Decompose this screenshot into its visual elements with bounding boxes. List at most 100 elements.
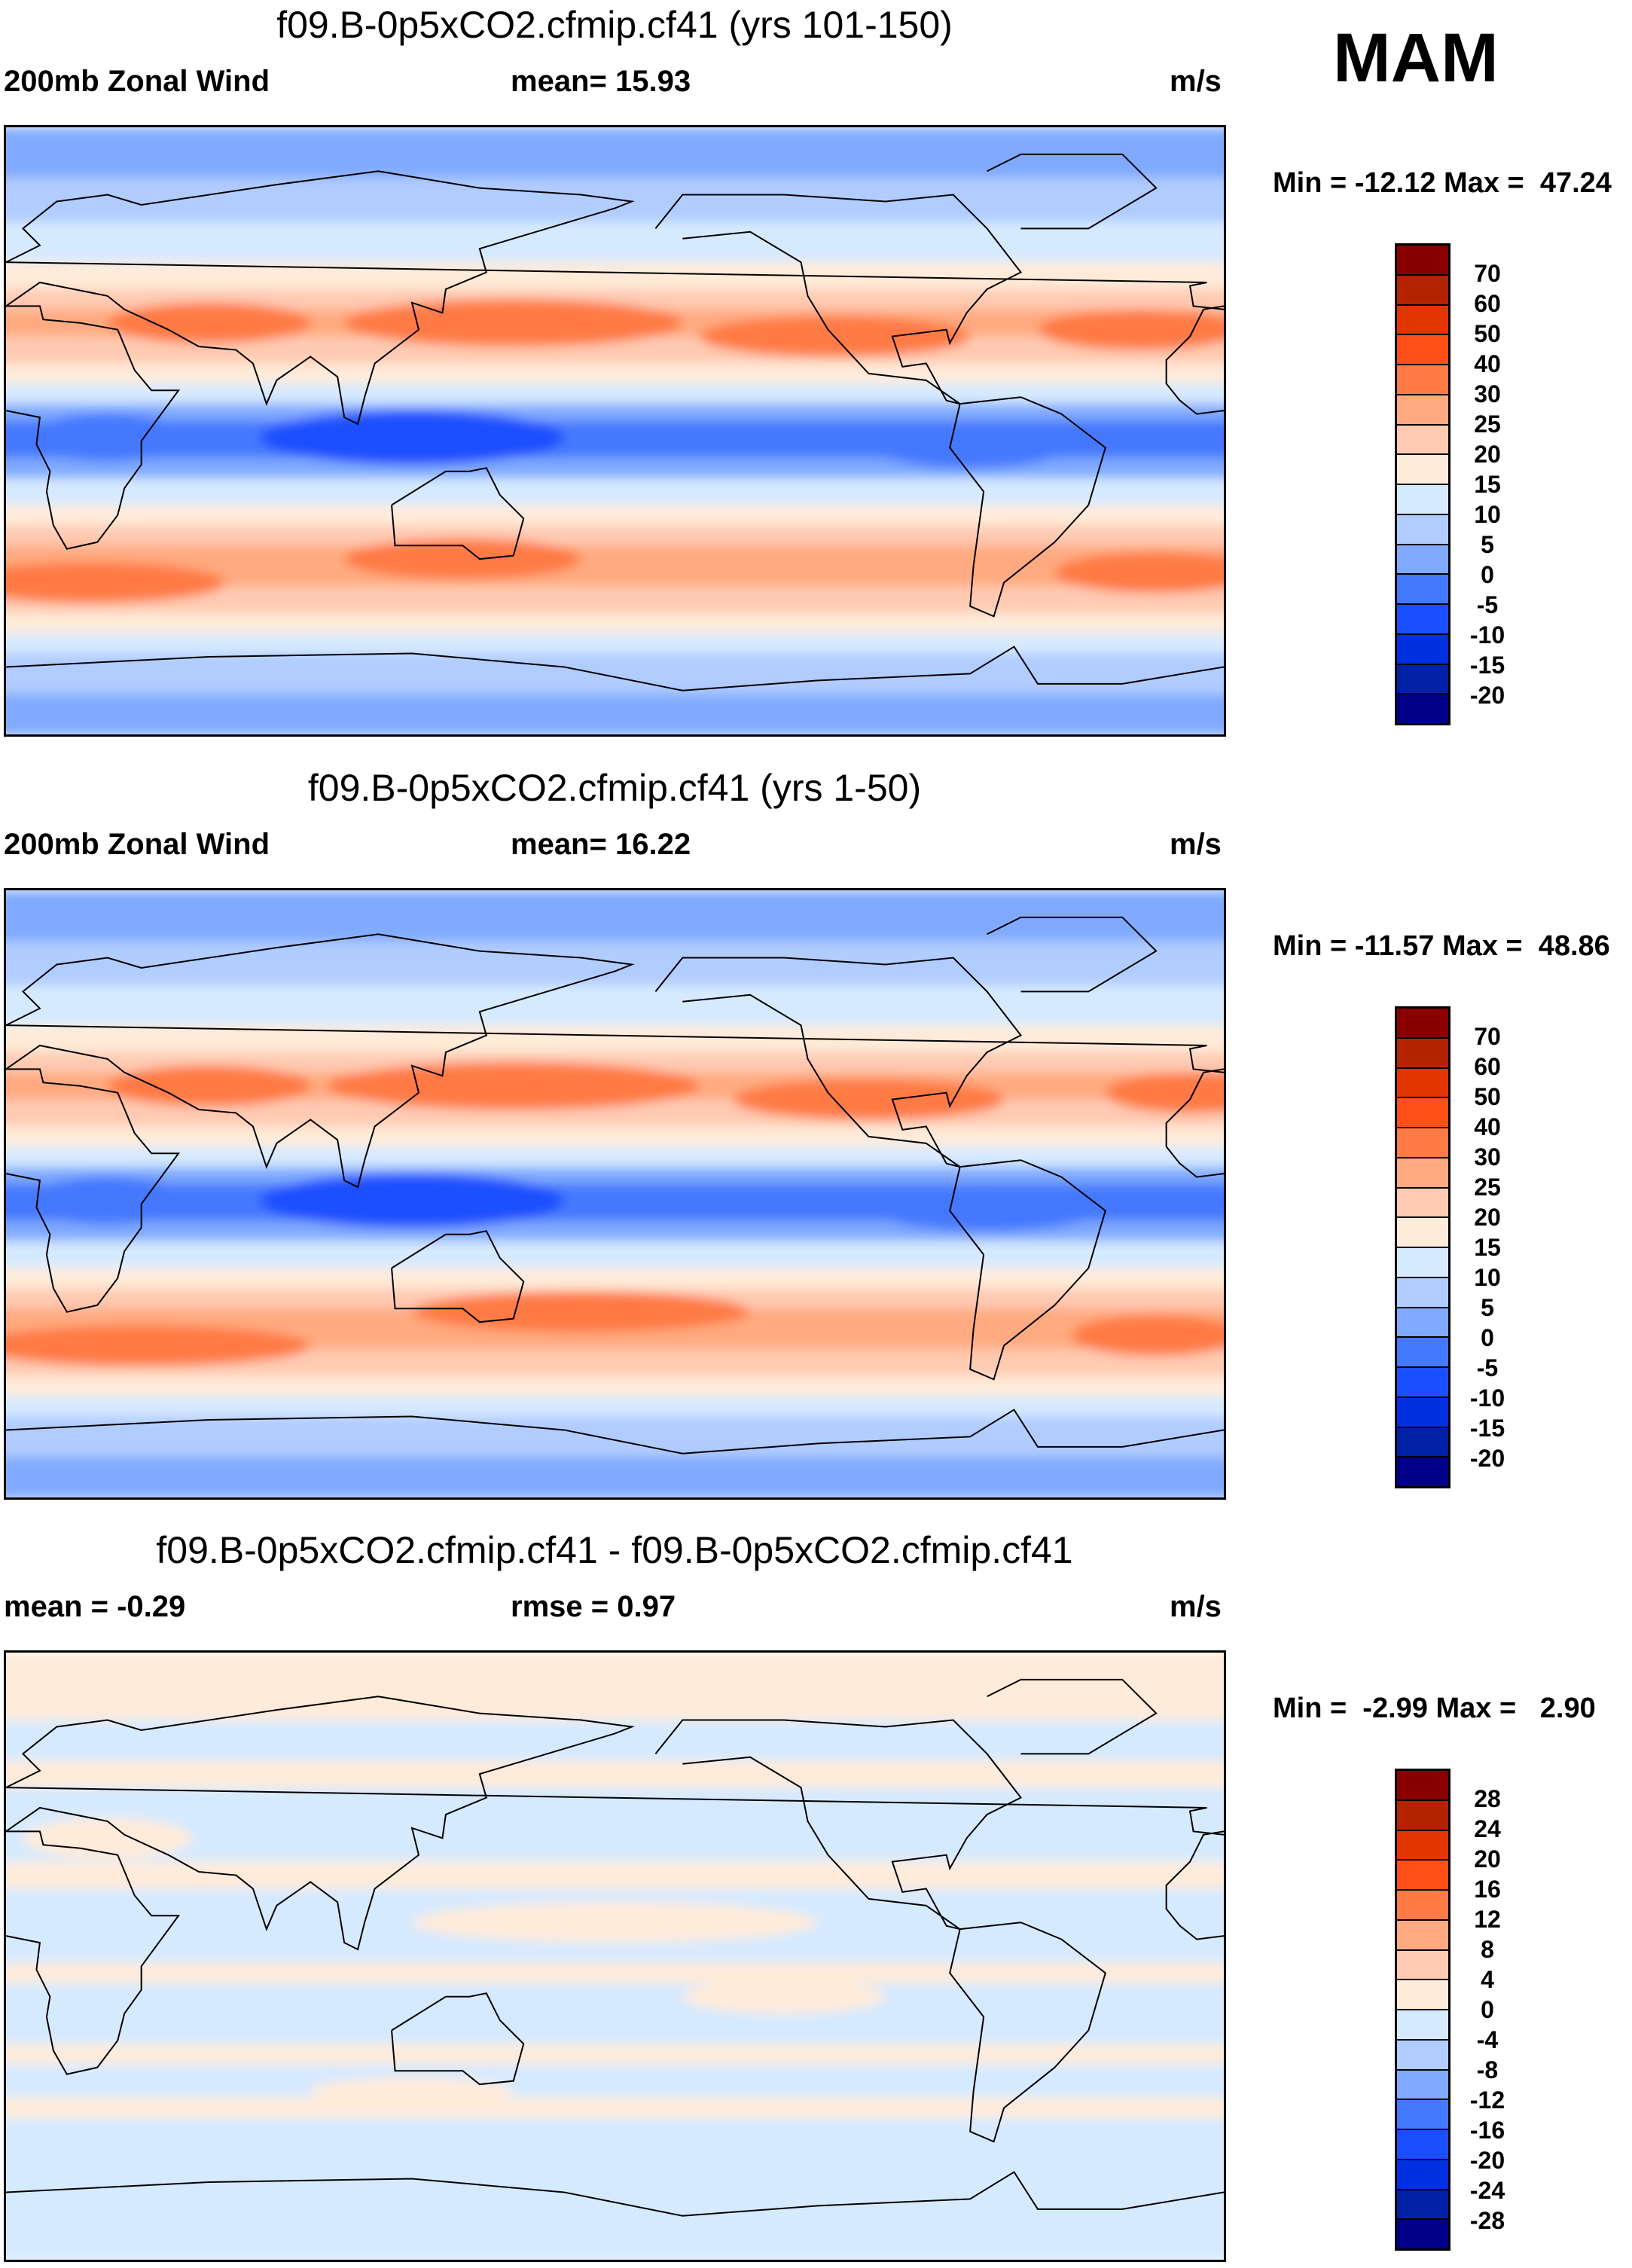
contour-region [1054, 552, 1224, 593]
contour-region [23, 1818, 193, 1859]
colorbar-label: 20 [1474, 1204, 1501, 1231]
contour-band [6, 941, 1224, 987]
coastline [6, 2172, 1224, 2216]
colorbar-label: 24 [1474, 1815, 1501, 1842]
contour-band [6, 1653, 1224, 1722]
coastline [392, 1231, 523, 1322]
colorbar-swatch [1397, 2010, 1448, 2041]
left-label: mean = -0.29 [4, 1590, 186, 1623]
contour-band [6, 178, 1224, 224]
coastline [655, 1720, 1020, 1930]
colorbar-swatch [1397, 664, 1448, 695]
coastline [950, 397, 1106, 616]
contour-region [23, 1177, 193, 1225]
coastline [1167, 306, 1224, 414]
colorbar-label: 20 [1474, 441, 1501, 468]
contour-band [6, 525, 1224, 548]
colorbar [1395, 1769, 1450, 2251]
center-label: rmse = 0.97 [511, 1590, 676, 1623]
colorbar-label: -4 [1476, 2026, 1499, 2053]
coastline [6, 1696, 1224, 1949]
coastline [392, 468, 523, 559]
coastline [6, 306, 178, 548]
contour-band [6, 262, 1224, 292]
colorbar-swatch [1397, 575, 1448, 605]
contour-band [6, 1787, 1224, 1840]
coastline [392, 1993, 523, 2084]
coastline [6, 1831, 178, 2074]
colorbar-swatch [1397, 2040, 1448, 2071]
colorbar-label: 5 [1481, 531, 1494, 558]
colorbar-swatch [1397, 335, 1448, 365]
colorbar-swatch [1397, 634, 1448, 665]
colorbar-swatch [1397, 1980, 1448, 2010]
contour-band [6, 1396, 1224, 1418]
min-max-label: Min = -12.12 Max = 47.24 [1273, 167, 1612, 199]
contour-region [733, 1079, 1005, 1120]
colorbar-label: -20 [1469, 1445, 1505, 1472]
contour-band [6, 2044, 1224, 2066]
colorbar-swatch [1397, 2130, 1448, 2160]
colorbar-label: -16 [1469, 2117, 1505, 2144]
contour-band [6, 505, 1224, 527]
coastline [1167, 1831, 1224, 1939]
contour-region [1037, 309, 1224, 350]
colorbar-label: -8 [1476, 2056, 1499, 2083]
map-plot [6, 890, 1224, 1497]
colorbar-label: -24 [1469, 2177, 1505, 2204]
contour-band [6, 1025, 1224, 1055]
contour-band [6, 890, 1224, 943]
contour-band [6, 363, 1224, 386]
colorbar-label: -5 [1476, 591, 1499, 618]
colorbar-label: 5 [1481, 1294, 1494, 1321]
coastline [6, 1410, 1224, 1454]
contour-region [412, 1291, 751, 1332]
colorbar-swatch [1397, 1248, 1448, 1278]
colorbar-swatch [1397, 246, 1448, 276]
colorbar-label: 15 [1474, 471, 1501, 498]
contour-region [868, 1183, 1106, 1232]
contour-band [6, 612, 1224, 635]
contour-region [344, 299, 683, 347]
colorbar-swatch [1397, 605, 1448, 635]
colorbar-swatch [1397, 1458, 1448, 1486]
coastline [6, 647, 1224, 691]
colorbar-label: 25 [1474, 411, 1501, 438]
contour-region [107, 302, 311, 343]
coastline [1167, 1069, 1224, 1177]
colorbar-label: 0 [1481, 561, 1494, 588]
colorbar-label: -5 [1476, 1354, 1499, 1381]
left-label: 200mb Zonal Wind [4, 65, 270, 98]
contour-band [6, 1167, 1224, 1186]
colorbar-label: -12 [1469, 2086, 1505, 2114]
center-label: mean= 15.93 [511, 65, 691, 98]
units-label: m/s [1170, 65, 1222, 98]
contour-band [6, 633, 1224, 655]
contour-band [6, 2023, 1224, 2046]
colorbar-label: 16 [1474, 1876, 1501, 1903]
contour-region [310, 2077, 514, 2105]
contour-band [6, 1146, 1224, 1169]
contour-band [6, 1375, 1224, 1398]
contour-region [412, 1902, 818, 1943]
coastline [655, 195, 1020, 404]
map-plot [6, 1653, 1224, 2260]
contour-region [6, 1325, 311, 1366]
colorbar-label: -20 [1469, 682, 1505, 709]
contour-region [361, 1183, 531, 1218]
colorbar-swatch [1397, 2220, 1448, 2248]
colorbar-label: 30 [1474, 380, 1501, 408]
colorbar-swatch [1397, 1218, 1448, 1248]
contour-region [361, 420, 531, 455]
contour-band [6, 1241, 1224, 1270]
contour-region [107, 1065, 311, 1107]
colorbar-swatch [1397, 1800, 1448, 1831]
colorbar-swatch [1397, 485, 1448, 515]
contour-map [4, 125, 1226, 737]
contour-band [6, 1939, 1224, 1965]
colorbar-swatch [1397, 1397, 1448, 1428]
units-label: m/s [1170, 1590, 1222, 1623]
colorbar-label: 50 [1474, 1083, 1501, 1110]
colorbar-swatch [1397, 694, 1448, 723]
colorbar-swatch [1397, 1009, 1448, 1039]
